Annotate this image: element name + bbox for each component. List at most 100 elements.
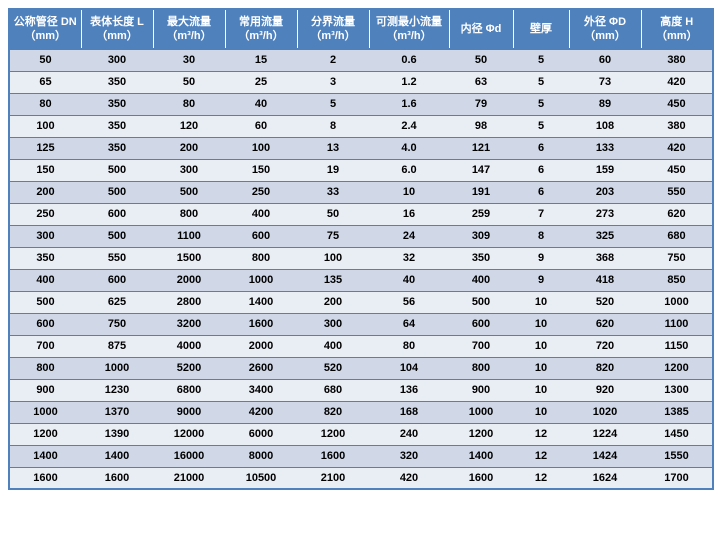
table-cell: 147 [449, 159, 513, 181]
table-cell: 1600 [449, 467, 513, 489]
table-cell: 240 [369, 423, 449, 445]
table-cell: 100 [9, 115, 81, 137]
table-cell: 80 [9, 93, 81, 115]
table-cell: 10 [513, 379, 569, 401]
table-cell: 6000 [225, 423, 297, 445]
table-cell: 12 [513, 445, 569, 467]
table-cell: 16 [369, 203, 449, 225]
table-cell: 120 [153, 115, 225, 137]
table-cell: 1385 [641, 401, 713, 423]
table-cell: 1230 [81, 379, 153, 401]
table-cell: 80 [369, 335, 449, 357]
table-cell: 65 [9, 71, 81, 93]
table-cell: 1000 [225, 269, 297, 291]
table-cell: 2100 [297, 467, 369, 489]
table-cell: 9 [513, 269, 569, 291]
table-cell: 0.6 [369, 49, 449, 71]
table-cell: 700 [9, 335, 81, 357]
table-cell: 10500 [225, 467, 297, 489]
table-cell: 1224 [569, 423, 641, 445]
table-cell: 5 [513, 115, 569, 137]
table-row: 160016002100010500210042016001216241700 [9, 467, 713, 489]
table-row: 40060020001000135404009418850 [9, 269, 713, 291]
table-cell: 104 [369, 357, 449, 379]
table-cell: 7 [513, 203, 569, 225]
table-cell: 2000 [225, 335, 297, 357]
table-cell: 800 [449, 357, 513, 379]
table-cell: 300 [297, 313, 369, 335]
table-cell: 250 [9, 203, 81, 225]
table-cell: 1.6 [369, 93, 449, 115]
table-cell: 2800 [153, 291, 225, 313]
table-row: 6007503200160030064600106201100 [9, 313, 713, 335]
table-cell: 24 [369, 225, 449, 247]
table-cell: 89 [569, 93, 641, 115]
table-cell: 3 [297, 71, 369, 93]
table-row: 7008754000200040080700107201150 [9, 335, 713, 357]
table-cell: 750 [81, 313, 153, 335]
table-cell: 73 [569, 71, 641, 93]
table-body: 50300301520.65056038065350502531.2635734… [9, 49, 713, 489]
table-cell: 50 [297, 203, 369, 225]
table-cell: 1020 [569, 401, 641, 423]
table-cell: 259 [449, 203, 513, 225]
table-cell: 5 [513, 93, 569, 115]
table-cell: 875 [81, 335, 153, 357]
table-cell: 60 [569, 49, 641, 71]
table-cell: 680 [641, 225, 713, 247]
table-cell: 368 [569, 247, 641, 269]
table-cell: 820 [569, 357, 641, 379]
table-cell: 1450 [641, 423, 713, 445]
table-cell: 50 [153, 71, 225, 93]
table-cell: 1550 [641, 445, 713, 467]
table-cell: 75 [297, 225, 369, 247]
table-cell: 418 [569, 269, 641, 291]
table-cell: 21000 [153, 467, 225, 489]
table-cell: 1400 [225, 291, 297, 313]
table-cell: 121 [449, 137, 513, 159]
table-cell: 450 [641, 93, 713, 115]
table-cell: 420 [369, 467, 449, 489]
table-cell: 5 [297, 93, 369, 115]
table-cell: 40 [225, 93, 297, 115]
table-cell: 25 [225, 71, 297, 93]
table-cell: 350 [81, 137, 153, 159]
table-cell: 273 [569, 203, 641, 225]
table-cell: 800 [153, 203, 225, 225]
table-cell: 13 [297, 137, 369, 159]
table-cell: 400 [225, 203, 297, 225]
table-cell: 2000 [153, 269, 225, 291]
table-cell: 1000 [81, 357, 153, 379]
table-cell: 136 [369, 379, 449, 401]
table-row: 3505501500800100323509368750 [9, 247, 713, 269]
table-row: 1003501206082.4985108380 [9, 115, 713, 137]
table-cell: 500 [153, 181, 225, 203]
table-cell: 8000 [225, 445, 297, 467]
col-header-inner-d: 内径 Φd [449, 9, 513, 49]
col-header-height: 高度 H（mm） [641, 9, 713, 49]
table-cell: 150 [225, 159, 297, 181]
table-header-row: 公称管径 DN（mm） 表体长度 L（mm） 最大流量（m³/h） 常用流量（m… [9, 9, 713, 49]
table-row: 12001390120006000120024012001212241450 [9, 423, 713, 445]
table-cell: 1200 [297, 423, 369, 445]
table-cell: 79 [449, 93, 513, 115]
table-row: 150500300150196.01476159450 [9, 159, 713, 181]
table-cell: 50 [449, 49, 513, 71]
table-cell: 10 [513, 357, 569, 379]
table-cell: 500 [81, 225, 153, 247]
table-cell: 8 [513, 225, 569, 247]
table-cell: 203 [569, 181, 641, 203]
table-cell: 5200 [153, 357, 225, 379]
table-cell: 10 [513, 291, 569, 313]
table-cell: 125 [9, 137, 81, 159]
table-cell: 3200 [153, 313, 225, 335]
table-cell: 3400 [225, 379, 297, 401]
table-cell: 1624 [569, 467, 641, 489]
table-cell: 200 [9, 181, 81, 203]
table-cell: 620 [641, 203, 713, 225]
table-cell: 1600 [225, 313, 297, 335]
table-cell: 1700 [641, 467, 713, 489]
spec-table: 公称管径 DN（mm） 表体长度 L（mm） 最大流量（m³/h） 常用流量（m… [8, 8, 714, 490]
table-cell: 6 [513, 137, 569, 159]
table-cell: 98 [449, 115, 513, 137]
